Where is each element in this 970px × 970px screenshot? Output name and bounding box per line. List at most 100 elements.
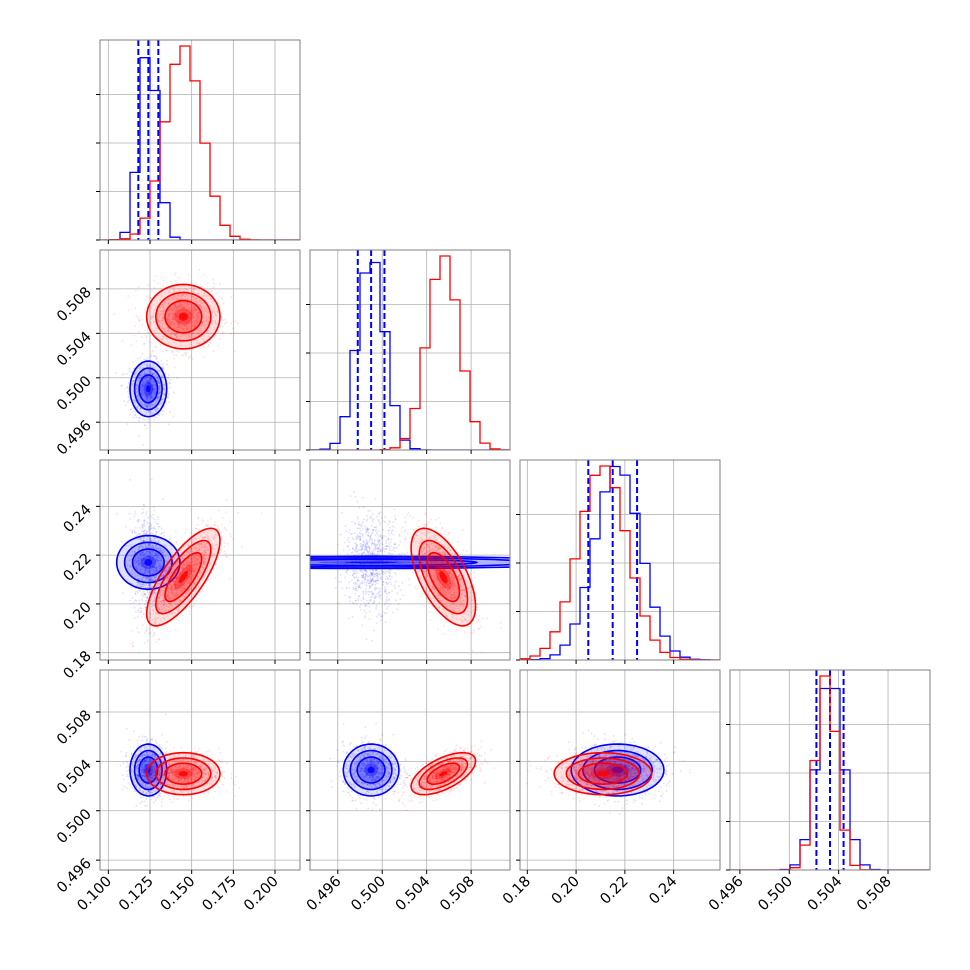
sample-point xyxy=(379,523,381,526)
sample-point xyxy=(389,541,392,544)
sample-point xyxy=(175,562,177,565)
sample-point xyxy=(151,384,154,387)
sample-point xyxy=(379,542,382,545)
sample-point xyxy=(137,518,140,521)
sample-point xyxy=(182,301,184,304)
sample-point xyxy=(176,540,178,542)
sample-point xyxy=(203,550,205,553)
sample-point xyxy=(351,547,354,550)
sample-point xyxy=(138,532,141,535)
sample-point xyxy=(140,556,142,558)
sample-point xyxy=(362,569,364,571)
sample-point xyxy=(175,541,178,544)
sample-point xyxy=(144,568,147,571)
sample-point xyxy=(358,606,361,609)
sample-point xyxy=(205,317,208,320)
sample-point xyxy=(181,583,183,586)
sample-point xyxy=(200,307,203,310)
sample-point xyxy=(159,593,162,596)
sample-point xyxy=(172,597,175,600)
sample-point xyxy=(148,421,150,424)
sample-point xyxy=(152,513,155,516)
sample-point xyxy=(162,304,165,307)
sample-point xyxy=(171,298,174,300)
sample-point xyxy=(150,539,153,542)
sample-point xyxy=(184,302,187,304)
sample-point xyxy=(139,399,142,401)
sample-point xyxy=(341,511,343,514)
sample-point xyxy=(157,600,160,603)
sample-point xyxy=(187,552,190,555)
sample-point xyxy=(158,388,161,390)
sample-point xyxy=(150,532,153,534)
sample-point xyxy=(368,591,370,593)
sample-point xyxy=(173,303,176,306)
sample-point xyxy=(202,562,205,565)
sample-point xyxy=(207,321,210,323)
sample-point xyxy=(157,548,160,550)
sample-point xyxy=(174,303,177,306)
sample-point xyxy=(368,585,371,588)
sample-point xyxy=(372,529,374,532)
sample-point xyxy=(379,535,382,538)
sample-point xyxy=(367,540,370,543)
sample-point xyxy=(165,605,168,608)
sample-point xyxy=(145,577,148,580)
sample-point xyxy=(139,553,142,555)
contour-blue xyxy=(129,360,168,418)
sample-point xyxy=(202,561,205,563)
sample-point xyxy=(200,546,203,549)
sample-point xyxy=(191,316,193,319)
sample-point xyxy=(139,356,142,359)
sample-point xyxy=(153,394,156,396)
sample-point xyxy=(372,592,375,594)
sample-point xyxy=(336,543,339,546)
sample-point xyxy=(376,515,379,518)
sample-point xyxy=(176,322,179,324)
sample-point xyxy=(140,524,143,527)
sample-point xyxy=(151,397,153,400)
sample-point xyxy=(137,398,139,400)
sample-point xyxy=(179,321,182,323)
sample-point xyxy=(389,578,392,581)
sample-point xyxy=(369,516,371,519)
sample-point xyxy=(174,306,177,308)
sample-point xyxy=(354,599,357,602)
sample-point xyxy=(207,345,210,348)
sample-point xyxy=(190,562,193,564)
sample-point xyxy=(386,596,388,598)
sample-point xyxy=(403,530,406,533)
sample-point xyxy=(183,309,185,311)
sample-point xyxy=(150,377,153,379)
sample-point xyxy=(202,554,205,556)
sample-point xyxy=(157,397,160,399)
sample-point xyxy=(173,296,176,298)
sample-point xyxy=(365,578,367,580)
sample-point xyxy=(157,320,160,322)
sample-point xyxy=(378,539,381,541)
sample-point xyxy=(161,322,164,325)
sample-point xyxy=(185,298,188,301)
sample-point xyxy=(152,303,155,306)
sample-point xyxy=(148,593,150,596)
sample-point xyxy=(187,307,190,310)
sample-point xyxy=(167,593,169,596)
sample-point xyxy=(154,560,157,563)
sample-point xyxy=(172,327,175,330)
sample-point xyxy=(157,522,160,525)
sample-point xyxy=(376,553,379,556)
sample-point xyxy=(191,605,194,607)
sample-point xyxy=(156,574,159,577)
sample-point xyxy=(138,379,140,382)
scatter-panel xyxy=(100,460,300,660)
sample-point xyxy=(130,408,132,411)
sample-point xyxy=(150,412,153,414)
sample-point xyxy=(190,306,193,308)
sample-point xyxy=(189,311,192,314)
sample-point xyxy=(362,540,364,542)
sample-point xyxy=(191,561,194,563)
sample-point xyxy=(134,529,136,532)
sample-point xyxy=(180,354,183,356)
sample-point xyxy=(151,527,153,530)
sample-point xyxy=(364,528,367,530)
